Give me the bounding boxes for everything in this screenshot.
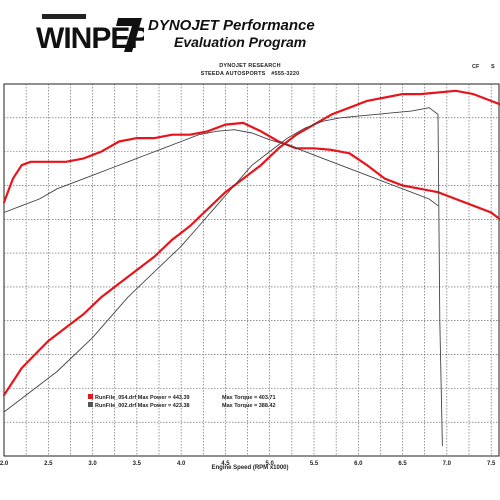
series-line-3 xyxy=(3,107,443,447)
plot-frame xyxy=(3,83,500,457)
corner-label-right: S xyxy=(491,64,495,70)
brand-title: DYNOJET Performance Evaluation Program xyxy=(148,17,315,51)
brand-line2: Evaluation Program xyxy=(174,34,307,50)
x-tick-label: 4.0 xyxy=(177,461,186,467)
x-tick-label: 4.5 xyxy=(221,461,230,467)
corner-label-left: CF xyxy=(472,64,480,70)
legend-torque: Max Torque = 403.71 xyxy=(222,395,276,401)
series-line-1 xyxy=(2,89,500,397)
legend-swatch xyxy=(88,394,93,399)
x-tick-label: 2.0 xyxy=(0,461,9,467)
x-tick-label: 3.5 xyxy=(133,461,142,467)
x-tick-label: 6.5 xyxy=(398,461,407,467)
legend-power: RunFile_054.drf Max Power = 443.39 xyxy=(95,395,190,401)
x-axis-label: Engine Speed (RPM x1000) xyxy=(211,465,289,471)
series-line-2 xyxy=(2,121,500,221)
x-tick-labels: 2.0 2.5 3.0 3.5 4.0 4.5 5.0 5.5 6.0 6.5 7.0 7.5 xyxy=(0,461,496,467)
winpep-logo: WINPEP xyxy=(36,14,144,54)
shop-name: STEEDA AUTOSPORTS xyxy=(200,71,266,77)
legend-torque: Max Torque = 388.42 xyxy=(222,403,276,409)
brand-line1: DYNOJET Performance xyxy=(148,17,315,34)
x-tick-label: 6.0 xyxy=(354,461,363,467)
x-tick-label: 5.0 xyxy=(266,461,275,467)
chart-legend: RunFile_054.drf Max Power = 443.39 Max To… xyxy=(88,394,276,409)
x-tick-label: 2.5 xyxy=(44,461,53,467)
shop-line: STEEDA AUTOSPORTS #555-3220 xyxy=(0,71,500,77)
x-tick-label: 5.5 xyxy=(310,461,319,467)
x-tick-label: 3.0 xyxy=(88,461,97,467)
series-line-4 xyxy=(3,129,439,213)
x-tick-label: 7.5 xyxy=(487,461,496,467)
company-name: DYNOJET RESEARCH xyxy=(219,63,281,69)
shop-phone: #555-3220 xyxy=(271,71,300,77)
x-tick-label: 7.0 xyxy=(443,461,452,467)
chart-series xyxy=(2,89,500,447)
legend-power: RunFile_002.drf Max Power = 423.38 xyxy=(95,403,190,409)
legend-swatch xyxy=(88,402,93,407)
